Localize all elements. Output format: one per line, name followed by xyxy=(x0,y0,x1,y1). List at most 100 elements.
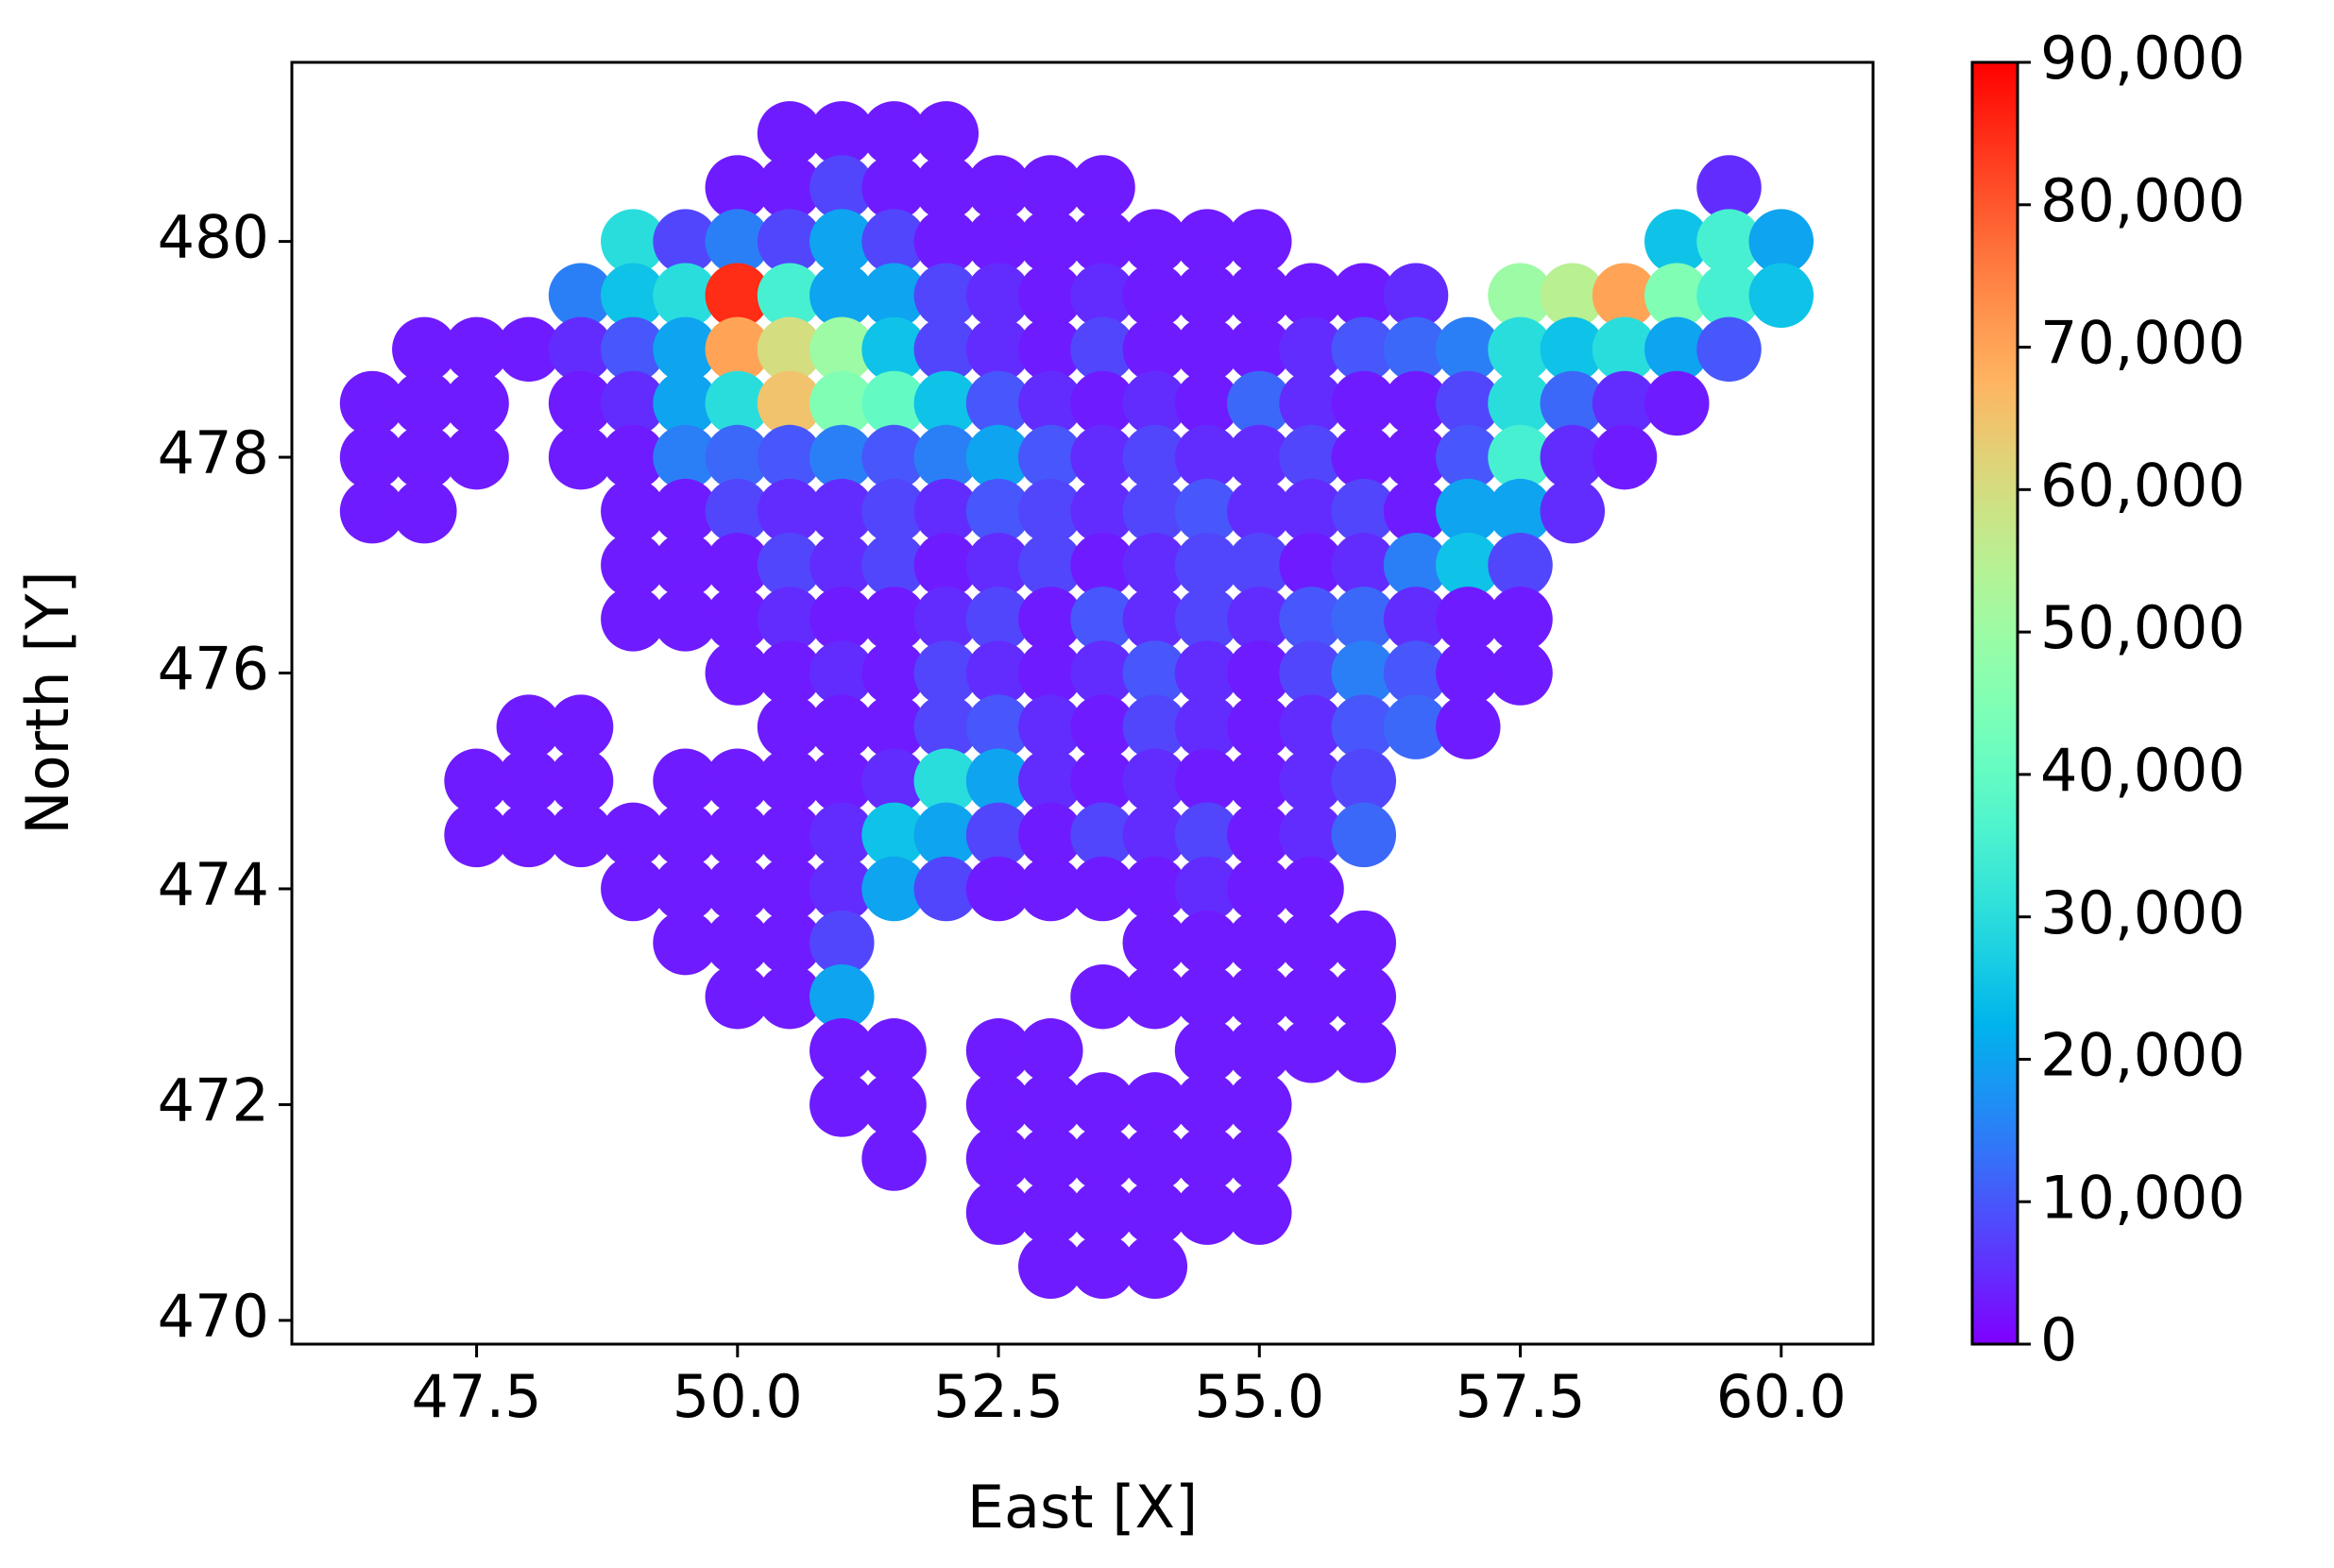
data-point xyxy=(1122,478,1188,544)
data-point xyxy=(601,370,666,436)
data-point xyxy=(1174,640,1240,706)
data-point xyxy=(1070,155,1135,220)
data-point xyxy=(705,209,771,274)
colorbar-tick-label: 60,000 xyxy=(2040,451,2245,520)
data-point xyxy=(913,209,980,274)
data-point xyxy=(1227,856,1292,922)
data-point xyxy=(1331,802,1397,868)
data-point xyxy=(913,748,980,813)
data-point xyxy=(1122,1126,1188,1191)
data-point xyxy=(1018,533,1083,598)
data-point xyxy=(1436,587,1501,652)
data-point xyxy=(913,155,980,220)
data-point xyxy=(1070,370,1135,436)
axes-frame xyxy=(290,60,1875,1346)
data-point xyxy=(1279,748,1344,813)
data-point xyxy=(1383,694,1449,759)
data-point xyxy=(913,316,980,383)
data-point xyxy=(1018,316,1083,383)
data-point xyxy=(548,316,614,383)
data-point xyxy=(444,370,509,436)
data-point xyxy=(1592,316,1658,383)
data-point xyxy=(1592,424,1658,490)
data-point xyxy=(496,748,562,813)
y-tick-label: 474 xyxy=(158,850,269,919)
data-point xyxy=(1227,424,1292,490)
data-point xyxy=(1436,640,1501,706)
data-point xyxy=(1279,963,1344,1030)
data-point xyxy=(913,587,980,652)
data-point xyxy=(965,748,1031,813)
data-point xyxy=(861,802,927,868)
data-point xyxy=(861,748,927,813)
data-point xyxy=(705,802,771,868)
data-point xyxy=(1122,640,1188,706)
data-point xyxy=(809,101,875,166)
data-point xyxy=(444,802,509,868)
data-point xyxy=(965,856,1031,922)
data-point xyxy=(861,1126,927,1191)
x-tick-label: 60.0 xyxy=(1716,1362,1847,1431)
data-point xyxy=(1227,694,1292,759)
data-point xyxy=(1227,963,1292,1030)
data-point xyxy=(1070,856,1135,922)
data-point xyxy=(1070,1126,1135,1191)
data-point xyxy=(965,316,1031,383)
data-point xyxy=(392,478,457,544)
data-point xyxy=(1018,1234,1083,1300)
data-point xyxy=(757,424,823,490)
data-point xyxy=(548,263,614,328)
data-point xyxy=(1122,694,1188,759)
data-point xyxy=(1122,856,1188,922)
data-point xyxy=(861,1018,927,1083)
data-point xyxy=(1540,263,1606,328)
data-point xyxy=(705,263,771,328)
data-point xyxy=(861,101,927,166)
data-point xyxy=(861,370,927,436)
data-point xyxy=(1174,748,1240,813)
data-point xyxy=(1331,748,1397,813)
data-point xyxy=(1331,370,1397,436)
data-point xyxy=(965,155,1031,220)
data-point xyxy=(1227,1018,1292,1083)
data-point xyxy=(1070,263,1135,328)
data-point xyxy=(757,694,823,759)
data-point xyxy=(757,209,823,274)
data-point xyxy=(1018,1180,1083,1245)
data-point xyxy=(705,910,771,976)
data-point xyxy=(809,640,875,706)
data-point xyxy=(1122,316,1188,383)
data-point xyxy=(1331,316,1397,383)
data-point xyxy=(1279,1018,1344,1083)
data-point xyxy=(1174,694,1240,759)
data-point xyxy=(444,424,509,490)
data-point xyxy=(653,478,718,544)
data-point xyxy=(1331,694,1397,759)
data-point xyxy=(861,155,927,220)
x-tick-label: 47.5 xyxy=(412,1362,542,1431)
data-point xyxy=(339,424,405,490)
data-point xyxy=(1540,370,1606,436)
data-point xyxy=(1279,424,1344,490)
data-point xyxy=(913,370,980,436)
data-point xyxy=(1018,856,1083,922)
data-point xyxy=(1279,802,1344,868)
data-point xyxy=(1436,478,1501,544)
data-point xyxy=(861,424,927,490)
data-point xyxy=(1122,748,1188,813)
data-point xyxy=(601,533,666,598)
data-point xyxy=(1018,370,1083,436)
data-point xyxy=(1279,316,1344,383)
colorbar-tick-label: 90,000 xyxy=(2040,24,2245,93)
data-point xyxy=(1122,910,1188,976)
data-point xyxy=(1174,478,1240,544)
data-point xyxy=(1070,478,1135,544)
data-point xyxy=(809,748,875,813)
data-point xyxy=(1070,533,1135,598)
colorbar-tick-label: 40,000 xyxy=(2040,736,2245,805)
data-point xyxy=(1696,209,1762,274)
data-point xyxy=(809,587,875,652)
data-point xyxy=(1279,856,1344,922)
data-point xyxy=(809,1018,875,1083)
data-point xyxy=(601,587,666,652)
